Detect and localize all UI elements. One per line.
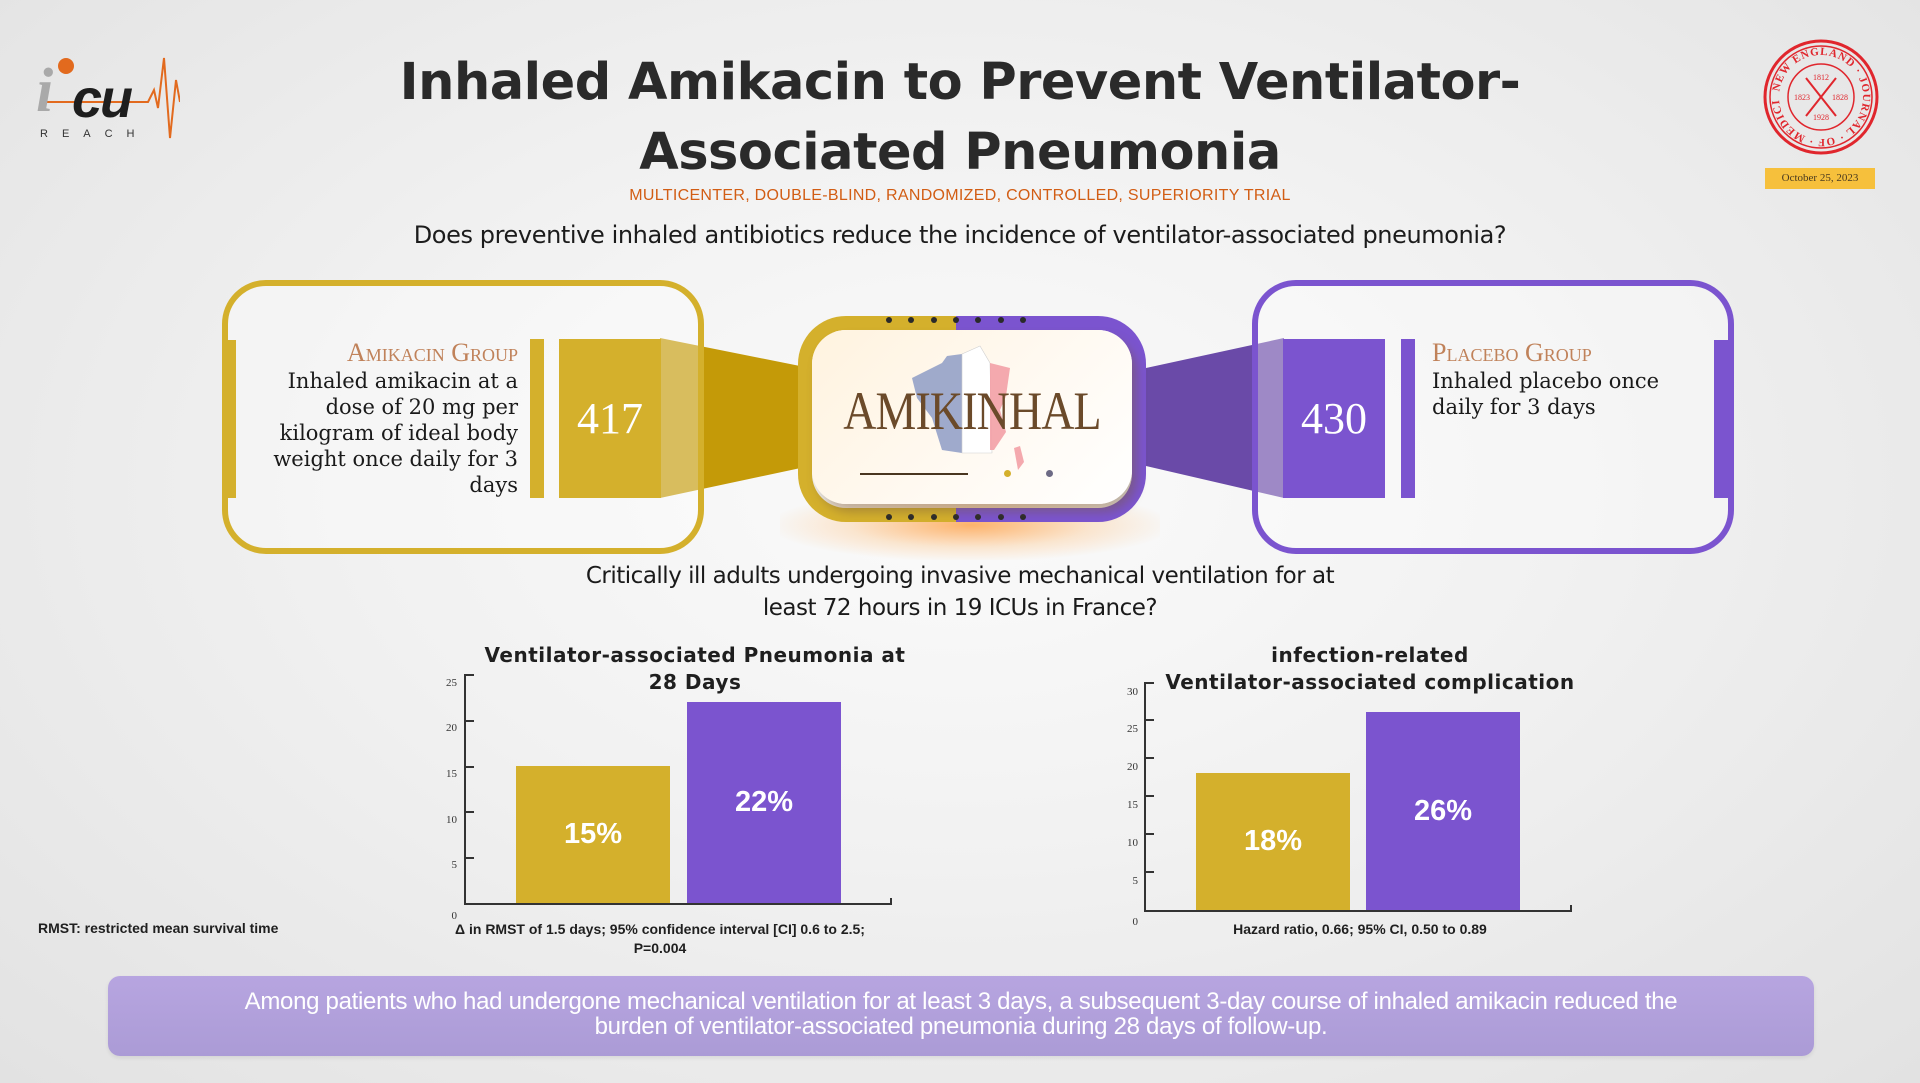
- nejm-seal-icon: NEW ENGLAND · JOURNAL · OF · MEDICINE ✚ …: [1757, 29, 1880, 156]
- conclusion-line-2: burden of ventilator-associated pneumoni…: [594, 1013, 1328, 1040]
- x-axis: [464, 903, 892, 905]
- y-tick-label: 5: [451, 859, 458, 871]
- x-axis-end-tick: [1570, 905, 1572, 911]
- bottom-dots: [886, 514, 1026, 520]
- placebo-divider-bar: [1401, 339, 1415, 498]
- amikacin-side-tab: [222, 340, 236, 498]
- y-tick-label: 15: [446, 768, 457, 780]
- conclusion-line-1: Among patients who had undergone mechani…: [244, 988, 1678, 1015]
- chart-title: Ventilator-associated Pneumonia at 28 Da…: [470, 642, 920, 696]
- placebo-group-title: Placebo Group: [1432, 338, 1592, 367]
- chart-annotation: Δ in RMST of 1.5 days; 95% confidence in…: [390, 920, 930, 958]
- gray-dot: [1046, 470, 1053, 477]
- chart-title: infection-related Ventilator-associated …: [1160, 642, 1580, 696]
- france-map-icon: [912, 345, 1024, 470]
- amikacin-group-info: Amikacin Group Inhaled amikacin at a dos…: [262, 338, 518, 498]
- amikacin-count: 417: [559, 339, 661, 498]
- placebo-count: 430: [1283, 339, 1385, 498]
- amikacin-connector: [660, 338, 810, 498]
- y-tick-label: 30: [1127, 686, 1138, 698]
- conclusion-banner: Among patients who had undergone mechani…: [108, 976, 1814, 1056]
- y-tick-label: 25: [446, 677, 457, 689]
- y-tick-label: 0: [451, 910, 458, 922]
- placebo-bar: 26%: [1366, 712, 1520, 910]
- svg-text:1928: 1928: [1813, 113, 1829, 122]
- placebo-bar: 22%: [687, 702, 841, 903]
- y-tick-label: 15: [1127, 799, 1138, 811]
- x-axis: [1144, 910, 1572, 912]
- amikacin-bracket: [798, 316, 988, 522]
- amikacin-group-description: Inhaled amikacin at a dose of 20 mg per …: [273, 369, 518, 497]
- svg-text:1812: 1812: [1813, 73, 1829, 82]
- heartbeat-line-icon: [40, 57, 180, 139]
- annotation-line-1: Δ in RMST of 1.5 days; 95% confidence in…: [455, 921, 865, 937]
- x-axis-end-tick: [890, 898, 892, 904]
- y-tick-label: 20: [1127, 761, 1138, 773]
- trial-name: AMIKINHAL: [843, 381, 1101, 441]
- y-tick-label: 25: [1127, 723, 1138, 735]
- amikacin-bar: 18%: [1196, 773, 1350, 910]
- placebo-group-info: Placebo Group Inhaled placebo once daily…: [1432, 338, 1692, 420]
- svg-text:1828: 1828: [1832, 93, 1848, 102]
- gold-dot: [1004, 470, 1011, 477]
- logo-reach-text: REACH: [40, 128, 149, 140]
- chart-title-line-1: infection-related: [1271, 643, 1469, 667]
- chart-annotation: Hazard ratio, 0.66; 95% CI, 0.50 to 0.89: [1233, 921, 1487, 937]
- annotation-line-2: P=0.004: [633, 940, 687, 956]
- placebo-side-tab: [1714, 340, 1728, 498]
- chart-title-line-1: Ventilator-associated Pneumonia at: [484, 643, 906, 667]
- placebo-group-description: Inhaled placebo once daily for 3 days: [1432, 369, 1660, 419]
- population-description: Critically ill adults undergoing invasiv…: [585, 563, 1335, 621]
- amikacin-bar: 15%: [516, 766, 670, 903]
- logo-letters-cu: cu: [72, 69, 133, 129]
- logo-dot: [58, 58, 74, 74]
- chart-title-line-2: 28 Days: [648, 670, 742, 694]
- top-dots: [886, 317, 1026, 323]
- y-tick-label: 0: [1132, 916, 1139, 928]
- placebo-connector: [1146, 338, 1284, 498]
- amikacin-divider-bar: [530, 339, 544, 498]
- y-tick-label: 5: [1132, 875, 1139, 887]
- chart-title-line-2: Ventilator-associated complication: [1165, 670, 1575, 694]
- y-axis: [464, 674, 466, 904]
- page-title: Inhaled Amikacin to Prevent Ventilator-A…: [399, 53, 1521, 182]
- trial-design-subtitle: MULTICENTER, DOUBLE-BLIND, RANDOMIZED, C…: [629, 187, 1291, 204]
- trial-name-card: AMIKINHAL: [812, 330, 1132, 504]
- logo-letter-i: i: [36, 57, 54, 125]
- y-tick-label: 10: [1127, 837, 1138, 849]
- icu-reach-logo: i cu REACH: [30, 50, 180, 145]
- y-tick-label: 10: [446, 814, 457, 826]
- research-question: Does preventive inhaled antibiotics redu…: [413, 221, 1507, 249]
- decorative-line: [860, 473, 968, 475]
- amikacin-group-title: Amikacin Group: [346, 338, 518, 367]
- publication-date-badge: October 25, 2023: [1765, 168, 1875, 189]
- svg-text:1823: 1823: [1794, 93, 1810, 102]
- rmst-footnote: RMST: restricted mean survival time: [38, 920, 279, 936]
- y-tick-label: 20: [446, 722, 457, 734]
